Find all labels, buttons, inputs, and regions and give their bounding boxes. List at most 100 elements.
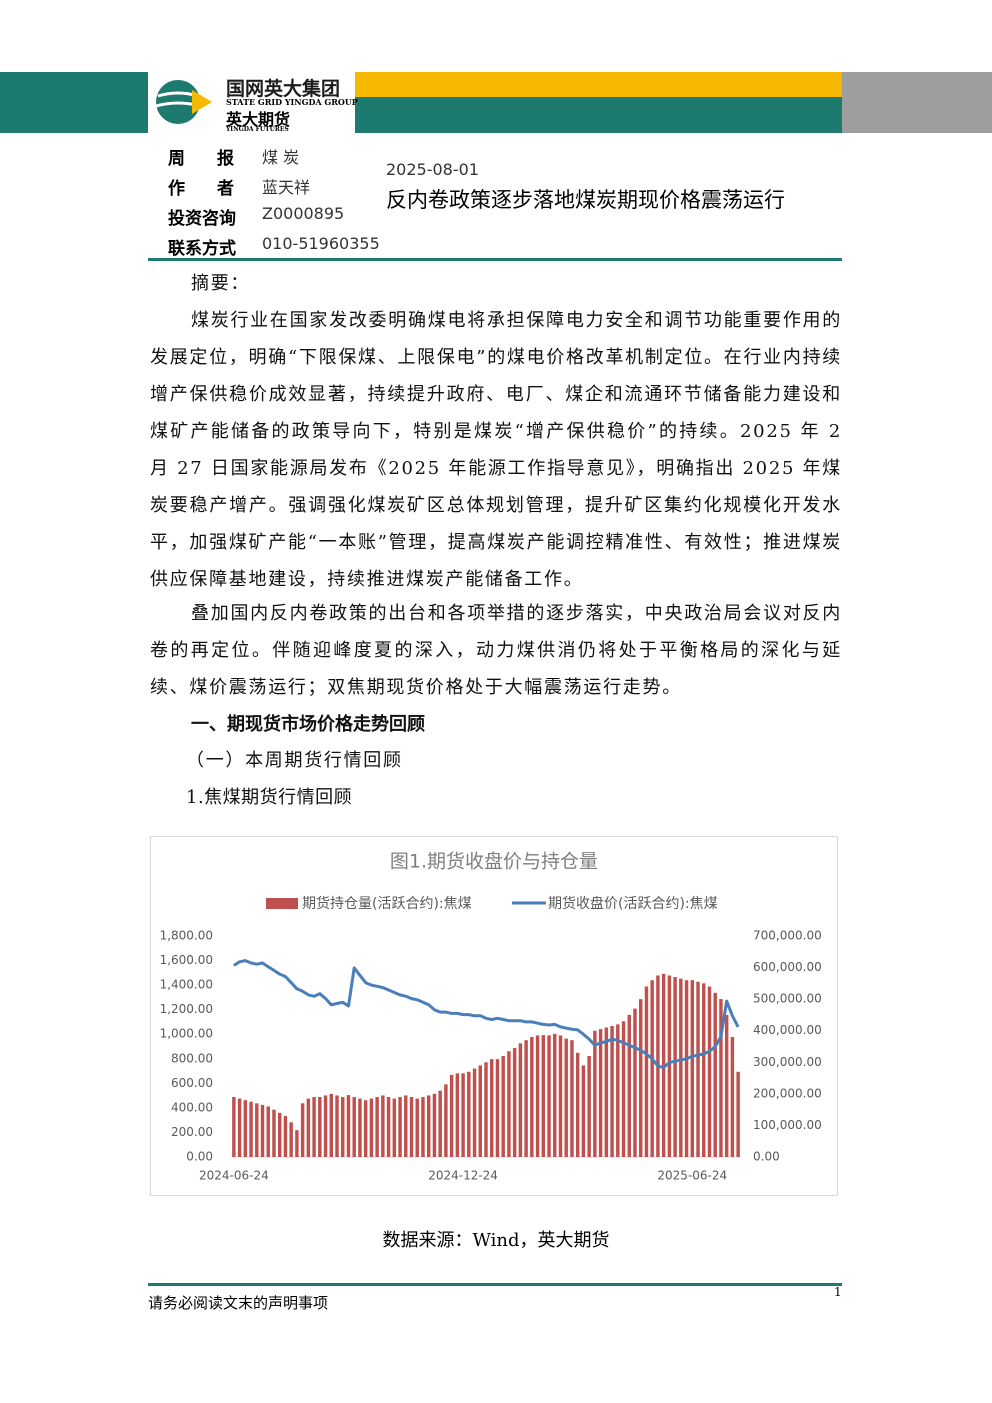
bar bbox=[243, 1100, 248, 1157]
bar bbox=[300, 1103, 305, 1157]
meta-value: 蓝天祥 bbox=[262, 178, 311, 197]
paragraph: 煤炭行业在国家发改委明确煤电将承担保障电力安全和调节功能重要作用的发展定位，明确… bbox=[150, 310, 842, 590]
bar bbox=[553, 1033, 557, 1157]
bar bbox=[575, 1052, 580, 1157]
chart-frame bbox=[150, 836, 838, 1196]
bar bbox=[249, 1101, 253, 1157]
legend-label: 期货收盘价(活跃合约):焦煤 bbox=[548, 895, 718, 912]
bar bbox=[547, 1035, 551, 1157]
bar bbox=[386, 1097, 391, 1157]
line bbox=[233, 959, 740, 1069]
bar bbox=[318, 1097, 322, 1157]
bar bbox=[673, 977, 677, 1157]
bar bbox=[501, 1055, 505, 1157]
bar bbox=[415, 1098, 419, 1157]
legend-label: 期货持仓量(活跃合约):焦煤 bbox=[302, 895, 472, 912]
logo-cn: 国网英大集团 bbox=[226, 78, 341, 100]
meta-value: 010-51960355 bbox=[262, 234, 380, 253]
footer-rule bbox=[148, 1283, 842, 1286]
band-yellow bbox=[355, 72, 842, 97]
meta-label: 周报 bbox=[168, 149, 234, 169]
footer-notice: 请务必阅读文末的声明事项 bbox=[148, 1294, 329, 1312]
bar bbox=[702, 983, 706, 1157]
bar bbox=[696, 981, 700, 1157]
bar bbox=[381, 1095, 385, 1157]
bar bbox=[627, 1014, 631, 1157]
bar bbox=[369, 1098, 374, 1157]
source: 数据来源：Wind，英大期货 bbox=[382, 1230, 610, 1251]
y-tick-label: 600.00 bbox=[171, 1076, 213, 1090]
bar bbox=[570, 1040, 574, 1157]
bar bbox=[507, 1051, 511, 1157]
bar bbox=[512, 1048, 517, 1157]
bar bbox=[277, 1112, 282, 1157]
bar bbox=[375, 1097, 379, 1157]
bar bbox=[444, 1084, 448, 1157]
bar bbox=[438, 1090, 442, 1157]
chart: 图1.期货收盘价与持仓量 0.00 200.00 400.00 600.00 800.0… bbox=[150, 836, 838, 1196]
y2-tick-label: 500,000.00 bbox=[753, 992, 822, 1006]
y-tick-label: 400.00 bbox=[171, 1100, 213, 1114]
y-tick-label: 800.00 bbox=[171, 1051, 213, 1065]
y2-tick-label: 400,000.00 bbox=[753, 1023, 822, 1037]
bar bbox=[484, 1062, 488, 1157]
bar bbox=[524, 1040, 528, 1157]
bar bbox=[289, 1122, 293, 1157]
bar bbox=[593, 1030, 597, 1157]
abstract-label: 摘要： bbox=[191, 273, 251, 294]
bar bbox=[237, 1098, 242, 1157]
rule bbox=[148, 258, 842, 261]
bar bbox=[707, 986, 712, 1157]
legend-swatch bbox=[266, 898, 298, 909]
bar bbox=[363, 1100, 368, 1157]
bar bbox=[490, 1059, 494, 1157]
logo-en: STATE GRID YINGDA GROUP bbox=[226, 97, 358, 107]
bar bbox=[449, 1074, 454, 1157]
page-number: 1 bbox=[834, 1285, 842, 1299]
band-right bbox=[842, 72, 992, 133]
chart-title: 图1.期货收盘价与持仓量 bbox=[390, 851, 598, 873]
y-tick-label: 1,200.00 bbox=[160, 1002, 213, 1016]
bar bbox=[581, 1065, 586, 1157]
bar bbox=[535, 1035, 540, 1157]
bar bbox=[690, 980, 695, 1157]
bar bbox=[650, 980, 654, 1157]
bar bbox=[232, 1097, 236, 1157]
bar bbox=[409, 1097, 414, 1157]
bar bbox=[730, 1037, 735, 1157]
bar bbox=[644, 986, 649, 1157]
bar bbox=[736, 1071, 740, 1157]
bar bbox=[306, 1098, 311, 1157]
y-tick-label: 1,400.00 bbox=[160, 978, 213, 992]
bar bbox=[341, 1097, 345, 1157]
bar bbox=[392, 1098, 397, 1157]
bar bbox=[719, 999, 723, 1157]
x-tick-label: 2025-06-24 bbox=[657, 1169, 727, 1183]
bar bbox=[352, 1097, 356, 1157]
bar bbox=[639, 999, 643, 1157]
bar bbox=[255, 1103, 259, 1157]
bar bbox=[604, 1027, 609, 1157]
logo-icon bbox=[155, 80, 212, 124]
bar bbox=[398, 1097, 402, 1157]
bar bbox=[684, 980, 689, 1157]
x-tick-label: 2024-06-24 bbox=[199, 1169, 269, 1183]
bar bbox=[358, 1098, 362, 1157]
y2-tick-label: 700,000.00 bbox=[753, 929, 822, 943]
bar bbox=[335, 1095, 339, 1157]
bar bbox=[472, 1068, 477, 1157]
subsection: （一）本周期货行情回顾 bbox=[186, 750, 403, 771]
section-heading: 一、期现货市场价格走势回顾 bbox=[191, 714, 425, 735]
bar bbox=[610, 1025, 614, 1157]
bar bbox=[312, 1097, 316, 1157]
bar bbox=[467, 1071, 471, 1157]
bar bbox=[518, 1043, 523, 1157]
bar bbox=[530, 1037, 534, 1157]
bar bbox=[323, 1095, 328, 1157]
report-date: 2025-08-01 bbox=[386, 160, 479, 179]
bar bbox=[587, 1055, 591, 1157]
y2-tick-label: 300,000.00 bbox=[753, 1055, 822, 1069]
subsubsection: 1.焦煤期货行情回顾 bbox=[186, 787, 353, 808]
y2-tick-label: 100,000.00 bbox=[753, 1118, 822, 1132]
